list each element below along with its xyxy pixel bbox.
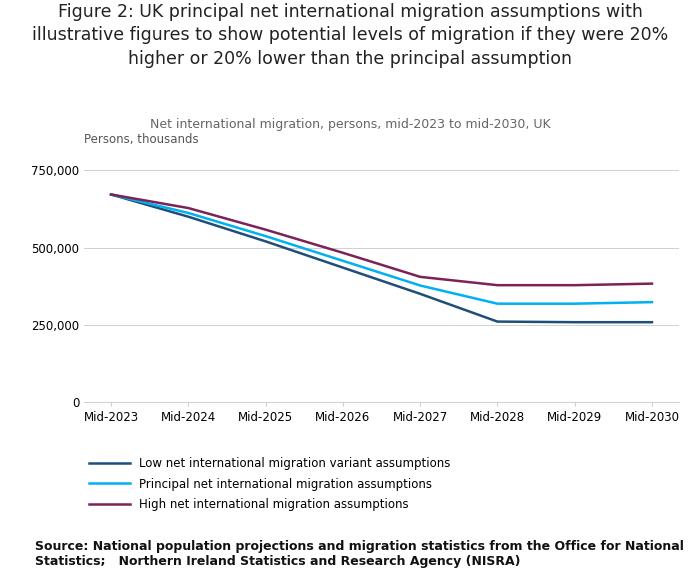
Text: Figure 2: UK principal net international migration assumptions with
illustrative: Figure 2: UK principal net international…	[32, 3, 668, 68]
Legend: Low net international migration variant assumptions, Principal net international: Low net international migration variant …	[84, 452, 456, 516]
Text: Net international migration, persons, mid-2023 to mid-2030, UK: Net international migration, persons, mi…	[150, 118, 550, 131]
Text: Persons, thousands: Persons, thousands	[84, 133, 199, 146]
Text: Source: National population projections and migration statistics from the Office: Source: National population projections …	[35, 540, 684, 568]
